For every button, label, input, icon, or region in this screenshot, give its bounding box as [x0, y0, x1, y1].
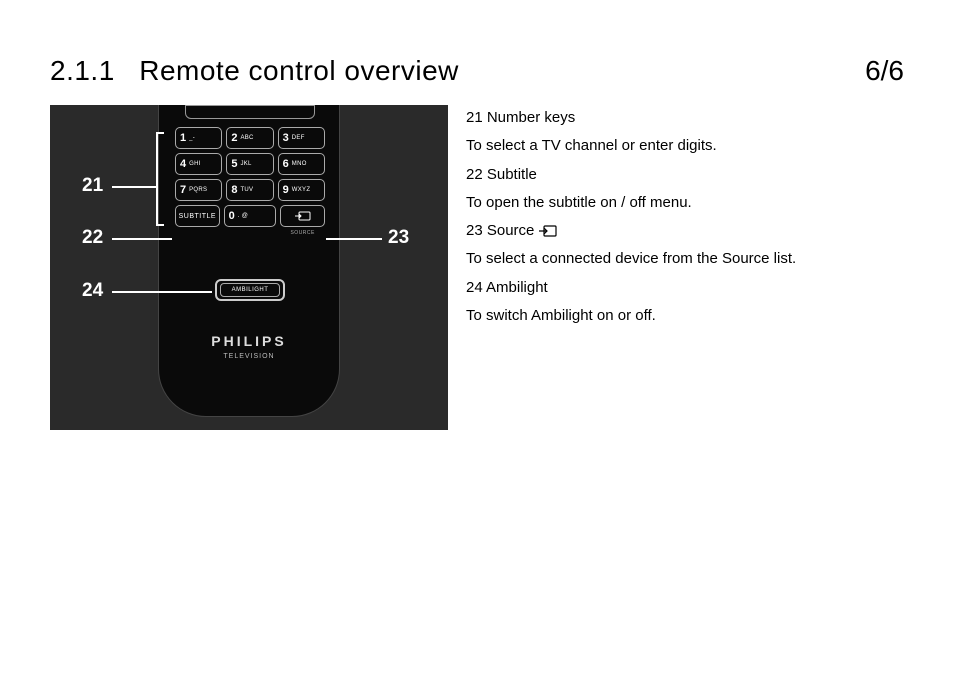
desc-line: To select a connected device from the So… [466, 246, 796, 272]
key-8: 8TUV [226, 179, 273, 201]
desc-line: 23 Source [466, 218, 796, 244]
callout-23-line [326, 238, 382, 240]
key-6: 6MNO [278, 153, 325, 175]
key-9: 9WXYZ [278, 179, 325, 201]
callout-21: 21 [82, 175, 103, 197]
desc-line: To switch Ambilight on or off. [466, 303, 796, 329]
remote-body: 1_- 2ABC 3DEF 4GHI 5JKL 6MNO 7PQRS 8TUV … [158, 105, 340, 417]
key-2: 2ABC [226, 127, 273, 149]
keypad-row: 1_- 2ABC 3DEF [175, 127, 325, 149]
key-5: 5JKL [226, 153, 273, 175]
desc-text: 23 Source [466, 222, 539, 239]
page-header: 2.1.1 Remote control overview 6/6 [0, 0, 954, 87]
brand-subtitle: TELEVISION [159, 353, 339, 360]
content-area: 1_- 2ABC 3DEF 4GHI 5JKL 6MNO 7PQRS 8TUV … [0, 87, 954, 430]
description-text: 21 Number keys To select a TV channel or… [466, 105, 796, 430]
source-icon [295, 211, 311, 221]
desc-line: 24 Ambilight [466, 275, 796, 301]
callout-24: 24 [82, 280, 103, 302]
key-ambilight: AMBILIGHT [215, 279, 285, 301]
brand-logo: PHILIPS [159, 333, 339, 349]
key-4: 4GHI [175, 153, 222, 175]
key-subtitle: SUBTITLE [175, 205, 220, 227]
page-number: 6/6 [865, 55, 904, 87]
keypad-row: 7PQRS 8TUV 9WXYZ [175, 179, 325, 201]
keypad: 1_- 2ABC 3DEF 4GHI 5JKL 6MNO 7PQRS 8TUV … [175, 127, 325, 231]
callout-23: 23 [388, 227, 409, 249]
callout-21-line [112, 186, 156, 188]
callout-21-bracket [156, 132, 164, 226]
key-1: 1_- [175, 127, 222, 149]
key-3: 3DEF [278, 127, 325, 149]
remote-figure: 1_- 2ABC 3DEF 4GHI 5JKL 6MNO 7PQRS 8TUV … [50, 105, 448, 430]
desc-line: 21 Number keys [466, 105, 796, 131]
section-heading: 2.1.1 Remote control overview [50, 55, 459, 87]
callout-24-line [112, 291, 212, 293]
source-label: SOURCE [281, 230, 324, 236]
key-0: 0. @ [224, 205, 277, 227]
keypad-row: 4GHI 5JKL 6MNO [175, 153, 325, 175]
keypad-row-bottom: SUBTITLE 0. @ SOURCE [175, 205, 325, 227]
section-title: Remote control overview [139, 55, 459, 86]
section-number: 2.1.1 [50, 55, 115, 86]
source-icon [539, 225, 557, 237]
desc-line: To open the subtitle on / off menu. [466, 190, 796, 216]
callout-22: 22 [82, 227, 103, 249]
key-source: SOURCE [280, 205, 325, 227]
ambilight-label: AMBILIGHT [220, 283, 280, 297]
key-7: 7PQRS [175, 179, 222, 201]
remote-top-button [185, 105, 315, 119]
callout-22-line [112, 238, 172, 240]
desc-line: To select a TV channel or enter digits. [466, 133, 796, 159]
desc-line: 22 Subtitle [466, 162, 796, 188]
